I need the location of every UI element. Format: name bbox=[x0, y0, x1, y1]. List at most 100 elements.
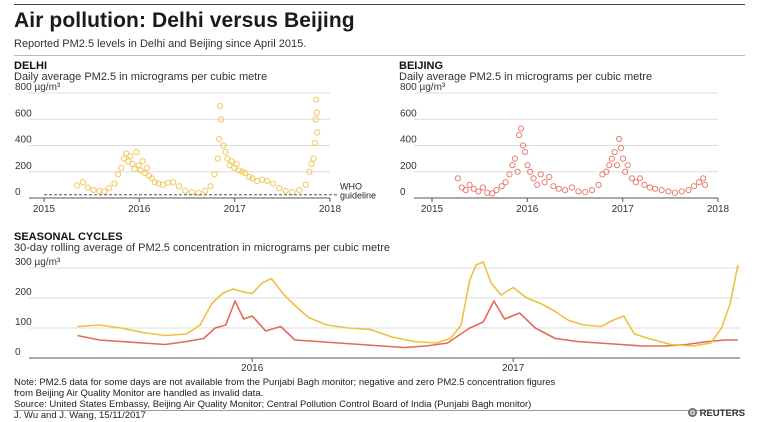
beijing-point bbox=[530, 175, 537, 182]
seasonal-ytick-label: 0 bbox=[15, 347, 21, 358]
header-divider bbox=[14, 55, 745, 56]
seasonal-ytick-label: 100 bbox=[15, 317, 32, 328]
beijing-point bbox=[498, 183, 505, 190]
delhi-point bbox=[276, 185, 283, 192]
delhi-point bbox=[101, 188, 108, 195]
beijing-xtick-label: 2015 bbox=[421, 204, 444, 215]
delhi-point bbox=[139, 158, 146, 165]
beijing-point bbox=[568, 184, 575, 191]
seasonal-xtick-label: 2017 bbox=[502, 363, 525, 374]
seasonal-ytick-label: 300 µg/m³ bbox=[15, 257, 61, 268]
beijing-point bbox=[678, 188, 685, 195]
beijing-ytick-label: 400 bbox=[400, 135, 417, 146]
beijing-xtick-label: 2017 bbox=[612, 204, 635, 215]
delhi-point bbox=[135, 162, 142, 169]
beijing-point bbox=[595, 181, 602, 188]
beijing-ytick-label: 200 bbox=[400, 161, 417, 172]
delhi-point bbox=[233, 160, 240, 167]
seasonal-subtitle: 30-day rolling average of PM2.5 concentr… bbox=[14, 242, 391, 254]
delhi-point bbox=[314, 129, 321, 136]
beijing-point bbox=[466, 181, 473, 188]
delhi-xtick-label: 2015 bbox=[33, 204, 56, 215]
delhi-point bbox=[289, 188, 296, 196]
delhi-xtick-label: 2017 bbox=[224, 204, 247, 215]
beijing-point bbox=[624, 162, 631, 169]
beijing-point bbox=[582, 188, 589, 196]
delhi-title: DELHI bbox=[14, 60, 47, 72]
beijing-point bbox=[690, 183, 698, 190]
beijing-point bbox=[502, 179, 509, 186]
delhi-point bbox=[282, 187, 289, 194]
delhi-point bbox=[170, 179, 177, 186]
who-guideline-label: guideline bbox=[340, 191, 376, 201]
delhi-point bbox=[249, 175, 256, 182]
beijing-point bbox=[641, 181, 648, 188]
beijing-point bbox=[550, 183, 557, 190]
delhi-point bbox=[311, 139, 318, 146]
beijing-point bbox=[454, 175, 461, 182]
beijing-point bbox=[537, 171, 544, 178]
beijing-point bbox=[527, 168, 534, 175]
delhi-point bbox=[246, 173, 253, 181]
beijing-ytick-label: 800 µg/m³ bbox=[400, 82, 446, 93]
delhi-point bbox=[264, 177, 271, 185]
beijing-point bbox=[606, 162, 613, 169]
beijing-point bbox=[616, 135, 623, 143]
beijing-point bbox=[514, 168, 521, 175]
delhi-point bbox=[111, 180, 118, 187]
beijing-xtick-label: 2018 bbox=[707, 204, 730, 215]
reuters-logo: REUTERS bbox=[687, 408, 745, 419]
delhi-ytick-label: 200 bbox=[15, 161, 32, 172]
seasonal-ytick-label: 200 bbox=[15, 287, 32, 298]
delhi-point bbox=[214, 155, 221, 162]
credit-line: J. Wu and J. Wang, 15/11/2017 bbox=[14, 410, 146, 421]
delhi-ytick-label: 0 bbox=[15, 187, 21, 198]
delhi-point bbox=[148, 175, 155, 182]
beijing-point bbox=[695, 179, 703, 186]
beijing-point bbox=[608, 155, 615, 162]
delhi-point bbox=[217, 103, 224, 110]
delhi-point bbox=[115, 171, 122, 178]
seasonal-title: SEASONAL CYCLES bbox=[14, 231, 123, 243]
delhi-point bbox=[242, 169, 249, 177]
beijing-point bbox=[519, 142, 527, 149]
seasonal-xtick-label: 2016 bbox=[241, 363, 264, 374]
beijing-point bbox=[506, 171, 513, 178]
delhi-subtitle: Daily average PM2.5 in micrograms per cu… bbox=[14, 71, 268, 83]
footer-rule bbox=[14, 410, 745, 411]
reuters-wordmark: REUTERS bbox=[699, 408, 745, 419]
who-guideline-label: WHO bbox=[340, 182, 362, 192]
delhi-point bbox=[182, 187, 189, 194]
beijing-point bbox=[493, 187, 500, 194]
delhi-point bbox=[96, 187, 103, 194]
delhi-point bbox=[151, 179, 159, 186]
beijing-point bbox=[588, 187, 596, 194]
delhi-point bbox=[296, 187, 303, 194]
beijing-ytick-label: 600 bbox=[400, 108, 417, 119]
delhi-point bbox=[106, 185, 113, 192]
beijing-point bbox=[524, 162, 531, 169]
delhi-point bbox=[310, 155, 317, 162]
beijing-point bbox=[617, 145, 625, 152]
beijing-ytick-label: 0 bbox=[400, 187, 406, 198]
beijing-point bbox=[489, 190, 496, 197]
delhi-point bbox=[258, 176, 265, 183]
delhi-xtick-label: 2016 bbox=[128, 204, 151, 215]
beijing-title: BEIJING bbox=[399, 60, 444, 72]
beijing-point bbox=[516, 131, 523, 139]
beijing-point bbox=[685, 187, 692, 194]
beijing-xtick-label: 2016 bbox=[516, 204, 539, 215]
seasonal-series-line bbox=[77, 300, 738, 349]
delhi-point bbox=[239, 168, 246, 175]
delhi-xtick-label: 2018 bbox=[319, 204, 342, 215]
beijing-point bbox=[632, 179, 639, 186]
delhi-point bbox=[215, 135, 223, 143]
delhi-point bbox=[188, 188, 195, 196]
delhi-point bbox=[218, 116, 225, 123]
beijing-point bbox=[622, 168, 629, 175]
beijing-subtitle: Daily average PM2.5 in micrograms per cu… bbox=[399, 71, 653, 83]
beijing-point bbox=[603, 168, 610, 175]
top-rule bbox=[14, 4, 745, 5]
delhi-ytick-label: 800 µg/m³ bbox=[15, 82, 61, 93]
